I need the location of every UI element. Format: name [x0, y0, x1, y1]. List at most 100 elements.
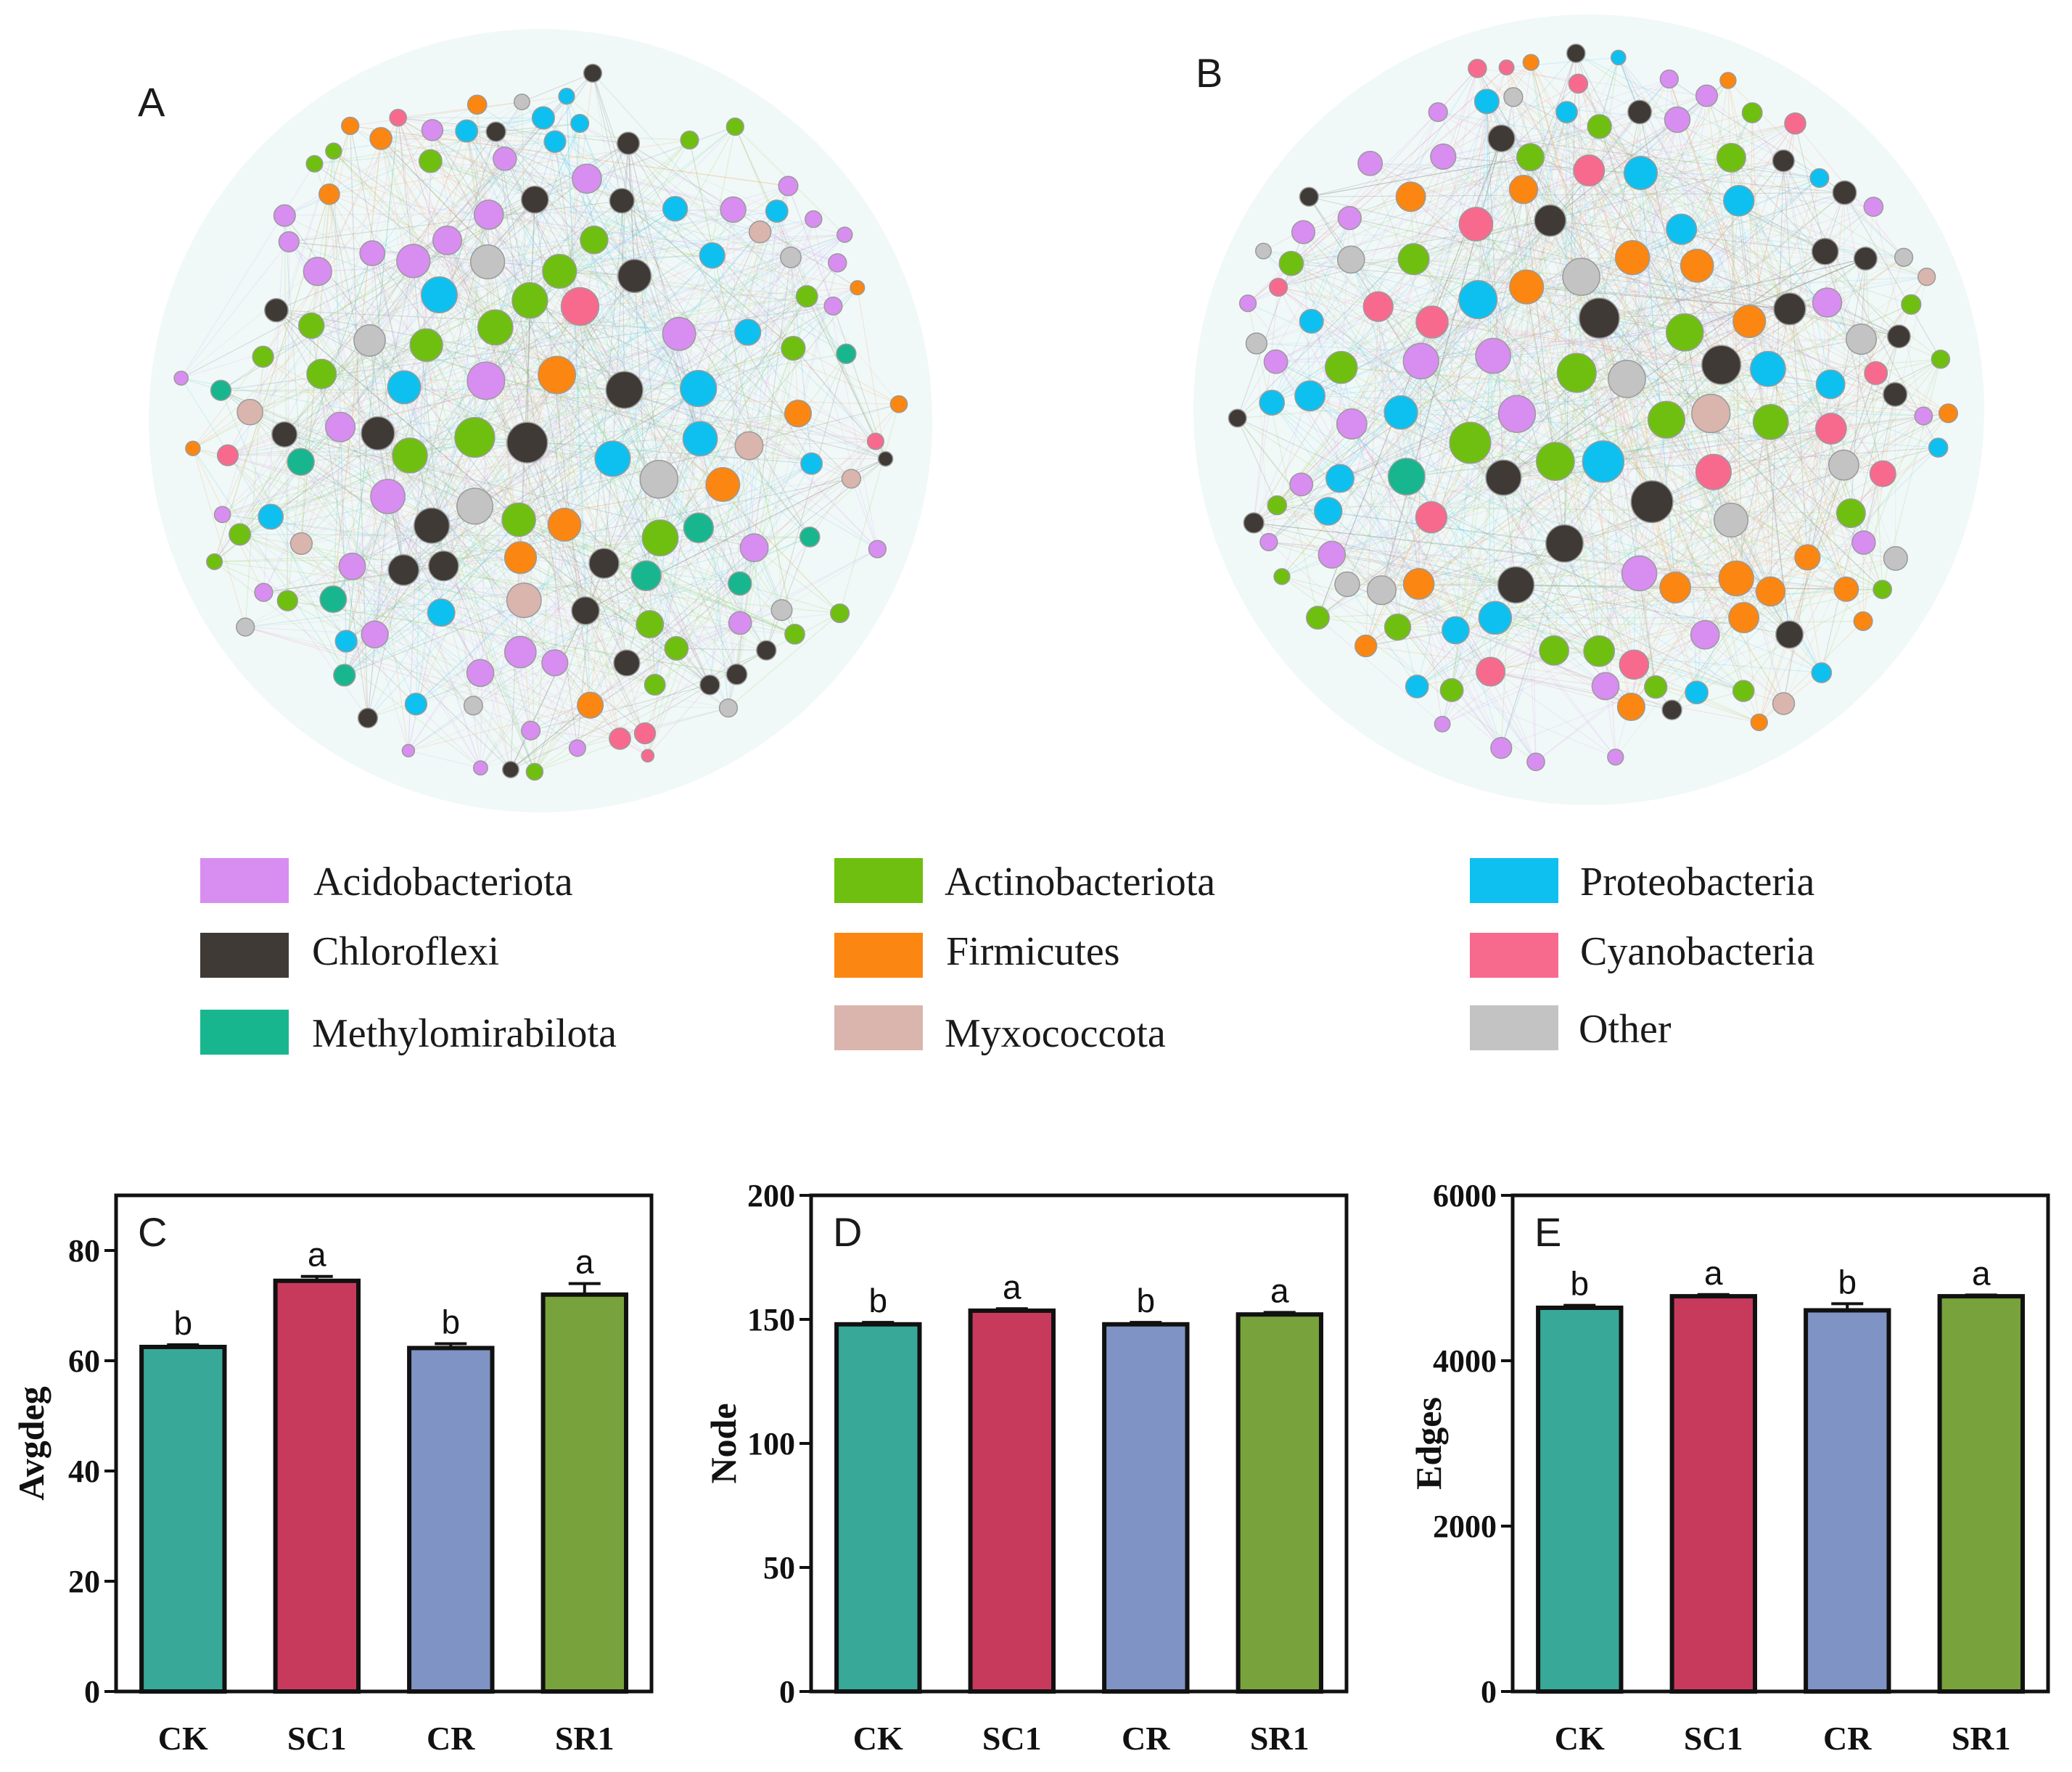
plot-frame [114, 1193, 654, 1694]
network-edge [1526, 287, 1556, 462]
network-edge [1277, 505, 1632, 708]
category-label-cr: CR [1823, 1720, 1872, 1757]
network-edge [787, 186, 834, 307]
network-edge [192, 130, 433, 449]
network-edge [1630, 368, 1769, 707]
network-edge [321, 260, 414, 374]
network-edge [1575, 53, 1732, 158]
panel-letter: E [1534, 1209, 1561, 1255]
network-edge [408, 130, 433, 751]
network-edge [398, 117, 723, 485]
network-edge [1308, 196, 1673, 711]
network-edge [564, 524, 795, 635]
network-edge [543, 118, 847, 355]
network-edge [1416, 123, 1796, 687]
network-edge [1500, 157, 1532, 749]
network-edge [1418, 513, 1851, 585]
network-edge [1598, 112, 1640, 318]
network-edge [1339, 478, 1537, 762]
network-node-acidobacteriota [572, 163, 602, 194]
network-edge [556, 276, 636, 376]
network-node-firmicutes [889, 395, 908, 413]
network-edge [659, 287, 858, 538]
network-edge [181, 102, 522, 379]
network-edge [1501, 138, 1874, 207]
network-edge [1599, 318, 1883, 474]
network-edge [1256, 200, 1739, 345]
network-edge [1278, 287, 1744, 618]
network-edge [1381, 412, 1402, 590]
network-edge [488, 214, 858, 289]
network-edge [1413, 258, 1828, 303]
network-edge [1237, 218, 1350, 419]
network-edge [426, 345, 646, 734]
network-edge [520, 622, 741, 653]
network-edge [709, 332, 749, 685]
network-edge [1253, 378, 1627, 524]
network-node-other [780, 246, 802, 268]
network-edge [1331, 276, 1582, 556]
network-edge [1268, 541, 1737, 579]
legend-label-other: Other [1579, 1007, 1672, 1052]
network-node-acidobacteriota [254, 582, 274, 602]
network-edge [387, 496, 481, 768]
network-edge [504, 158, 810, 537]
network-edge [1730, 157, 1745, 618]
network-edge [474, 333, 680, 438]
network-edge [1271, 402, 1744, 692]
legend-label-chloroflexi: Chloroflexi [312, 929, 499, 974]
network-edge [535, 126, 736, 200]
bar-cr [1102, 1322, 1190, 1694]
network-node-proteobacteria [1750, 350, 1786, 387]
bar-ck [834, 1322, 922, 1694]
network-edge [1308, 196, 1600, 652]
network-node-firmicutes [705, 467, 741, 502]
network-edge [1310, 395, 1600, 652]
network-edge [1349, 218, 1899, 337]
network-edge [736, 445, 750, 675]
network-edge [1577, 83, 1924, 416]
network-edge [1347, 428, 1832, 585]
network-edge [1710, 413, 1808, 558]
network-edge [222, 514, 474, 706]
network-node-cyanobacteria [1415, 305, 1449, 339]
network-edge [747, 257, 792, 333]
network-node-acidobacteriota [466, 361, 506, 400]
network-edge [1341, 156, 1444, 368]
network-node-acidobacteriota [1863, 197, 1884, 217]
network-edge [760, 231, 838, 263]
network-edge [380, 138, 558, 376]
network-edge [1291, 263, 1600, 652]
network-edge [1400, 384, 1831, 413]
network-edge [1598, 428, 1832, 652]
network-edge [1347, 583, 1883, 590]
network-node-myxococcota [1917, 268, 1936, 287]
network-edge [1455, 442, 1471, 630]
network-node-actinobacteriota [1644, 675, 1668, 699]
network-edge [1291, 220, 1550, 264]
network-edge [1566, 112, 1633, 258]
network-edge [369, 340, 646, 734]
network-edge [1495, 617, 1744, 692]
network-node-acidobacteriota [1430, 143, 1457, 170]
network-edge [577, 186, 789, 749]
network-edge [1317, 617, 1443, 725]
network-node-actinobacteriota [1439, 678, 1464, 702]
network-edge [1599, 318, 1865, 543]
network-edge [1566, 78, 1669, 113]
network-node-chloroflexi [609, 188, 635, 214]
network-edge [1303, 231, 1904, 258]
network-edge [1501, 138, 1904, 258]
network-edge [472, 705, 511, 770]
network-node-chloroflexi [485, 121, 506, 142]
network-edge [1789, 308, 1864, 622]
network-edge [221, 390, 900, 405]
legend-swatch-cyanobacteria [1470, 933, 1558, 978]
network-node-proteobacteria [1384, 395, 1418, 430]
network-edge [1632, 257, 1706, 635]
network-edge [403, 478, 852, 571]
network-node-actinobacteriota [1872, 580, 1893, 600]
network-edge [1651, 428, 1832, 503]
network-node-chloroflexi [1886, 324, 1911, 349]
network-edge [371, 252, 481, 673]
